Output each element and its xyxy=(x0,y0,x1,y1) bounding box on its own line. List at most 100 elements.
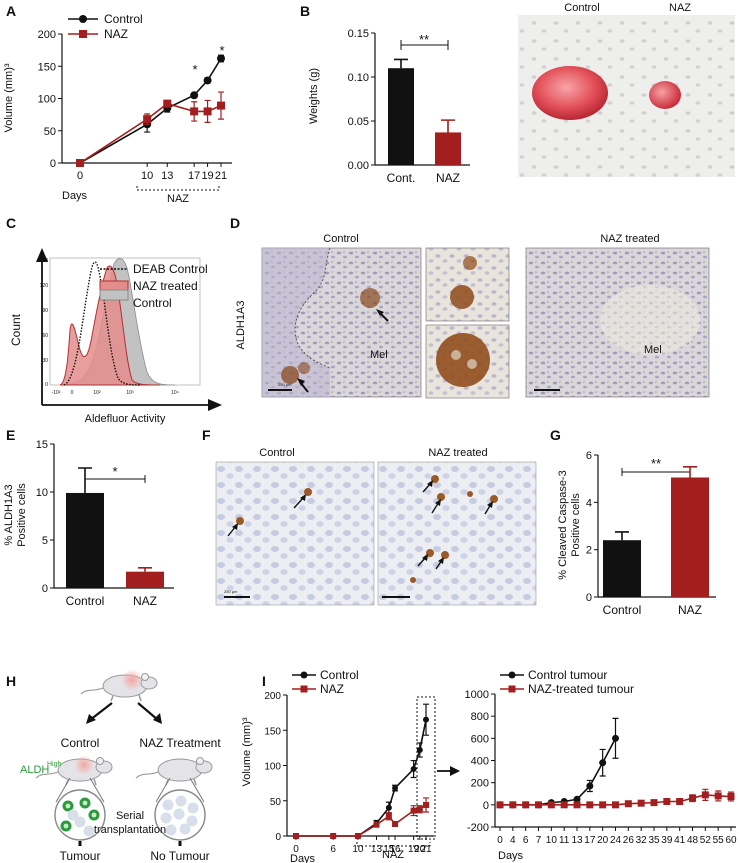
h-mid-label-2: transplantation xyxy=(94,824,166,836)
point-1-17 xyxy=(714,792,722,800)
bar-1 xyxy=(671,477,709,597)
point-1-1 xyxy=(330,833,337,839)
chart-b: Weights (g) ** 0.00 0.05 0.10 0.15 Cont. NAZ xyxy=(308,28,470,185)
panel-letter-d: D xyxy=(230,215,240,231)
ytick-label-1: 50 xyxy=(270,797,282,808)
error-bar-1 xyxy=(441,119,455,133)
xtick-label-0: 0 xyxy=(293,844,299,855)
d-region-label-2: Mel xyxy=(644,344,662,356)
panel-letter-a: A xyxy=(6,3,16,19)
ytick-label-0: 0.00 xyxy=(348,160,369,172)
ytick-label-1: 50 xyxy=(44,126,56,138)
e-ylabel-1: % ALDH1A3 xyxy=(3,484,15,545)
panel-letter-b: B xyxy=(300,3,310,19)
xtick-label-1: 10 xyxy=(141,170,153,182)
g-ylabel-2: Positive cells xyxy=(570,493,582,557)
ytick-label-0: -200 xyxy=(467,822,489,834)
xtick-label-17: 55 xyxy=(713,835,725,846)
point-1-9 xyxy=(612,801,619,809)
c-xtick-2: 10² xyxy=(93,390,101,396)
h-outcome-tumour: Tumour xyxy=(60,849,101,863)
ytick-label-2: 10 xyxy=(36,487,48,499)
point-0-6 xyxy=(410,766,417,773)
ytick-label-0: 0 xyxy=(42,583,48,595)
xtick-label-5: 21 xyxy=(215,170,227,182)
xtick-label-2: 13 xyxy=(161,170,173,182)
d-region-label-1: Mel xyxy=(370,349,388,361)
point-1-3 xyxy=(373,821,380,828)
chart-g: % Cleaved Caspase-3 Positive cells ** 0 2… xyxy=(557,450,716,617)
e-sig: * xyxy=(112,464,117,479)
xtick-label-4: 19 xyxy=(201,170,213,182)
ytick-label-3: 6 xyxy=(586,450,592,462)
ytick-label-3: 0.15 xyxy=(348,28,369,40)
xtick-label-9: 24 xyxy=(610,835,622,846)
point-1-2 xyxy=(354,833,361,839)
point-1-7 xyxy=(416,806,423,813)
xtick-label-0: 0 xyxy=(497,835,503,846)
ytick-label-5: 800 xyxy=(471,711,489,723)
xtick-label-2: 10 xyxy=(352,844,364,855)
category-label-0: Control xyxy=(66,594,105,608)
xtick-label-11: 32 xyxy=(636,835,648,846)
i-ylabel: Volume (mm)³ xyxy=(241,717,253,786)
series-line-0 xyxy=(500,737,617,806)
xtick-label-7: 17 xyxy=(584,835,596,846)
ytick-label-1: 5 xyxy=(42,535,48,547)
a-bracket-label: NAZ xyxy=(167,193,189,205)
point-0-4 xyxy=(385,804,392,811)
point-1-12 xyxy=(650,799,658,807)
category-label-1: NAZ xyxy=(133,594,157,608)
point-1-8 xyxy=(423,801,429,808)
series-line-1 xyxy=(296,804,427,837)
ytick-label-2: 0.10 xyxy=(348,72,369,84)
bar-0 xyxy=(388,68,414,165)
xtick-label-6: 13 xyxy=(571,835,583,846)
f-ihc-images: Control NAZ treated 250 µm xyxy=(215,447,537,606)
point-1-14 xyxy=(676,798,684,806)
xtick-label-8: 20 xyxy=(597,835,609,846)
xtick-label-3: 7 xyxy=(536,835,542,846)
xtick-label-18: 60 xyxy=(725,835,737,846)
xtick-label-6: 19 xyxy=(408,844,420,855)
c-ytick-120: 120 xyxy=(40,283,49,289)
ytick-label-2: 100 xyxy=(38,94,56,106)
i-legend-naz: NAZ xyxy=(320,682,344,696)
point-1-15 xyxy=(689,794,696,802)
i-xlabel-left: Days xyxy=(290,853,316,863)
c-ylabel: Count xyxy=(9,313,23,346)
i-legend-naz-tumour: NAZ-treated tumour xyxy=(528,682,634,696)
b-photo-label-control: Control xyxy=(564,2,599,14)
g-ylabel-1: % Cleaved Caspase-3 xyxy=(557,470,569,579)
c-curve-deab xyxy=(63,261,141,386)
point-0-8 xyxy=(599,759,607,767)
h-outcome-no-tumour: No Tumour xyxy=(150,849,209,863)
chart-a: Volume (mm)³ Days Control NAZ NAZ * * 0 5… xyxy=(3,12,232,205)
xtick-label-1: 6 xyxy=(330,844,336,855)
e-ylabel-2: Positive cells xyxy=(16,483,28,547)
ytick-label-0: 0 xyxy=(586,592,592,604)
xtick-label-15: 48 xyxy=(687,835,699,846)
c-ytick-30: 30 xyxy=(42,358,48,364)
panel-letter-i: I xyxy=(262,673,266,689)
c-legend-deab: DEAB Control xyxy=(133,262,208,276)
b-sig: ** xyxy=(419,32,429,47)
ytick-label-1: 0.05 xyxy=(348,116,369,128)
b-tumour-photo: Control NAZ xyxy=(518,2,735,177)
xtick-label-8: 21 xyxy=(420,844,432,855)
point-1-5 xyxy=(217,101,225,110)
ytick-label-2: 200 xyxy=(471,778,489,790)
point-0-4 xyxy=(203,76,212,85)
f-scale-text: 250 µm xyxy=(224,589,238,594)
panel-letter-h: H xyxy=(6,673,16,689)
point-0-3 xyxy=(190,91,199,100)
point-0-9 xyxy=(612,734,619,742)
i-bracket-label: NAZ xyxy=(382,849,404,861)
d-ihc-images: Control NAZ treated ALDH1A3 Mel 250 µm M… xyxy=(235,233,710,399)
xtick-label-3: 17 xyxy=(188,170,200,182)
ytick-label-1: 0 xyxy=(483,800,489,812)
h-label-control: Control xyxy=(61,736,100,750)
point-0-5 xyxy=(217,54,225,63)
bar-1 xyxy=(126,571,164,588)
